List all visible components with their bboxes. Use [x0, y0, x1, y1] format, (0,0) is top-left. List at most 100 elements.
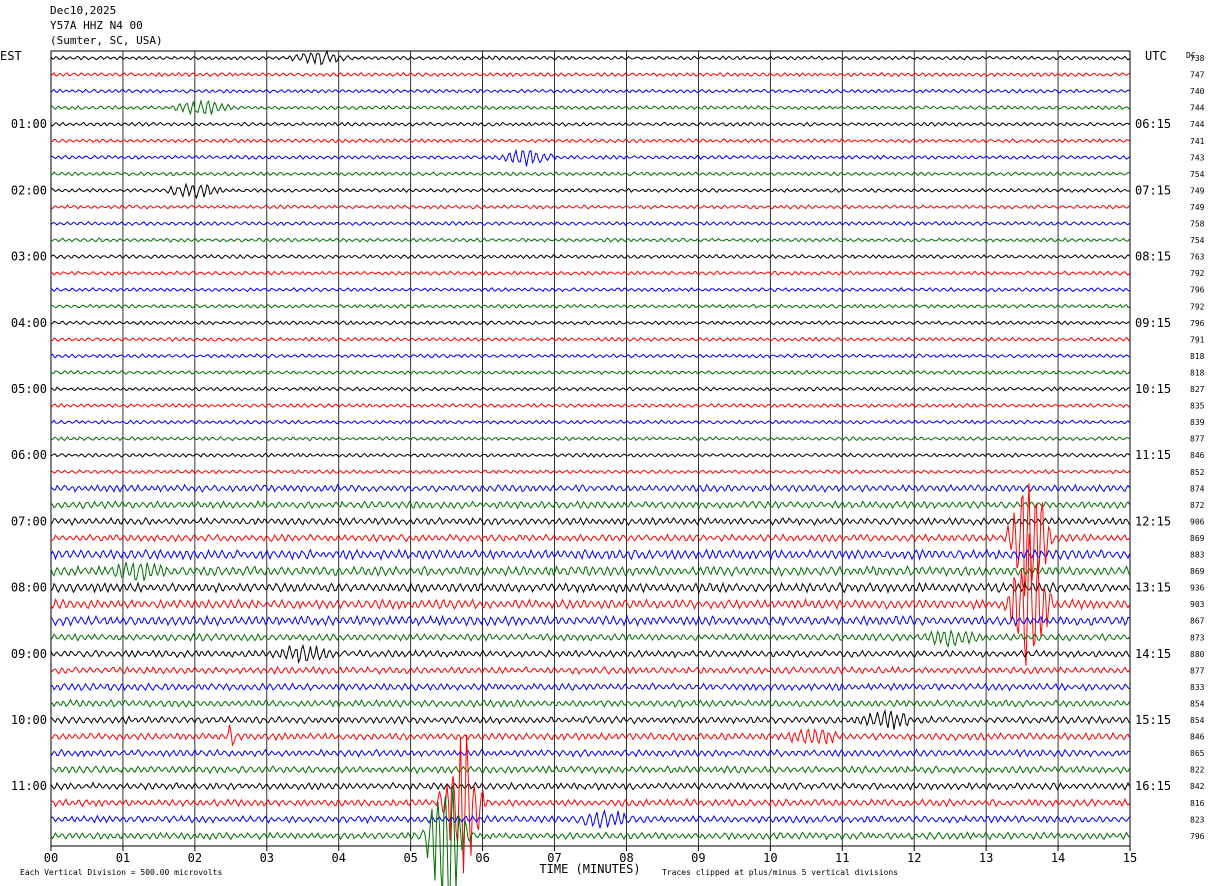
trace-line-1 — [50, 71, 1130, 78]
dc-offset-value: 877 — [1190, 435, 1205, 444]
trace-line-43 — [50, 765, 1130, 775]
trace-line-33 — [50, 533, 1130, 666]
dc-offset-value: 754 — [1190, 170, 1205, 179]
x-axis-title: TIME (MINUTES) — [539, 862, 640, 876]
x-tick-label: 04 — [332, 851, 346, 865]
trace-line-44 — [50, 781, 1130, 791]
trace-line-27 — [50, 500, 1130, 510]
hour-label-est: 03:00 — [11, 250, 47, 264]
trace-line-20 — [50, 386, 1130, 392]
trace-line-19 — [50, 369, 1130, 376]
hour-label-utc: 08:15 — [1135, 250, 1171, 264]
hour-label-est: 05:00 — [11, 382, 47, 396]
dc-offset-value: 867 — [1190, 617, 1205, 626]
dc-offset-value: 833 — [1190, 683, 1205, 692]
dc-offset-value: 740 — [1190, 87, 1205, 96]
trace-line-38 — [50, 682, 1130, 692]
plot-frame — [50, 50, 1131, 847]
dc-offset-value: 816 — [1190, 799, 1205, 808]
x-tick-label: 12 — [907, 851, 921, 865]
trace-line-6 — [50, 148, 1130, 167]
dc-offset-value: 791 — [1190, 335, 1205, 344]
dc-offset-value: 818 — [1190, 352, 1205, 361]
hour-label-utc: 07:15 — [1135, 183, 1171, 197]
dc-offset-value: 818 — [1190, 368, 1205, 377]
dc-offset-value: 743 — [1190, 153, 1205, 162]
dc-offset-value: 792 — [1190, 269, 1205, 278]
trace-line-25 — [50, 469, 1130, 475]
trace-line-39 — [50, 698, 1130, 709]
hour-label-utc: 15:15 — [1135, 713, 1171, 727]
trace-line-2 — [50, 88, 1130, 94]
dc-offset-value: 744 — [1190, 120, 1205, 129]
dc-offset-value: 823 — [1190, 815, 1205, 824]
trace-line-30 — [50, 548, 1130, 562]
dc-offset-value: 754 — [1190, 236, 1205, 245]
dc-offset-value: 880 — [1190, 650, 1205, 659]
x-tick-label: 15 — [1123, 851, 1137, 865]
trace-line-15 — [50, 303, 1130, 309]
hour-label-est: 01:00 — [11, 117, 47, 131]
dc-offset-value: 744 — [1190, 104, 1205, 113]
dc-offset-value: 854 — [1190, 699, 1205, 708]
dc-offset-value: 763 — [1190, 253, 1205, 262]
dc-offset-value: 903 — [1190, 600, 1205, 609]
trace-line-10 — [50, 220, 1130, 227]
trace-line-26 — [50, 483, 1130, 494]
dc-offset-value: 758 — [1190, 220, 1205, 229]
x-tick-label: 05 — [403, 851, 417, 865]
dc-offset-value: 854 — [1190, 716, 1205, 725]
dc-offset-value: 906 — [1190, 517, 1205, 526]
dc-offset-value: 846 — [1190, 451, 1205, 460]
trace-line-14 — [50, 286, 1130, 293]
dc-offset-value: 796 — [1190, 286, 1205, 295]
x-tick-label: 08 — [619, 851, 633, 865]
dc-offset-value: 747 — [1190, 71, 1205, 80]
trace-line-5 — [50, 138, 1130, 144]
trace-line-37 — [50, 665, 1130, 676]
trace-line-42 — [50, 748, 1130, 758]
hour-label-est: 08:00 — [11, 581, 47, 595]
trace-line-7 — [50, 171, 1130, 177]
trace-line-47 — [50, 785, 1130, 886]
header-date: Dec10,2025 — [50, 4, 117, 17]
trace-line-40 — [50, 708, 1130, 730]
clip-note: Traces clipped at plus/minus 5 vertical … — [662, 868, 898, 877]
trace-line-9 — [50, 204, 1130, 210]
hour-label-utc: 16:15 — [1135, 779, 1171, 793]
dc-offset-value: 749 — [1190, 186, 1205, 195]
trace-line-35 — [50, 628, 1130, 649]
dc-offset-value: 749 — [1190, 203, 1205, 212]
trace-line-29 — [50, 483, 1130, 597]
dc-offset-value: 869 — [1190, 567, 1205, 576]
x-tick-label: 10 — [763, 851, 777, 865]
trace-line-16 — [50, 320, 1130, 326]
hour-label-est: 06:00 — [11, 448, 47, 462]
dc-offset-value: 839 — [1190, 418, 1205, 427]
hour-label-est: 07:00 — [11, 514, 47, 528]
x-tick-label: 14 — [1051, 851, 1065, 865]
dc-offset-value: 873 — [1190, 633, 1205, 642]
dc-offset-value: 846 — [1190, 733, 1205, 742]
x-tick-label: 00 — [44, 851, 58, 865]
x-tick-label: 11 — [835, 851, 849, 865]
dc-offset-value: 883 — [1190, 551, 1205, 560]
dc-offset-value: 842 — [1190, 782, 1205, 791]
trace-line-17 — [51, 336, 1130, 343]
right-zone-label: UTC — [1145, 49, 1167, 63]
dc-offset-value: 835 — [1190, 402, 1205, 411]
trace-line-34 — [50, 614, 1130, 628]
trace-line-13 — [50, 270, 1130, 276]
trace-line-45 — [50, 734, 1130, 874]
hour-label-est: 02:00 — [11, 183, 47, 197]
x-tick-label: 01 — [116, 851, 130, 865]
trace-line-12 — [50, 253, 1130, 260]
dc-header: DC — [1186, 51, 1196, 60]
hour-label-utc: 12:15 — [1135, 514, 1171, 528]
scale-note: Each Vertical Division = 500.00 microvol… — [20, 868, 222, 877]
hour-label-est: 10:00 — [11, 713, 47, 727]
left-zone-label: EST — [0, 49, 22, 63]
x-tick-label: 13 — [979, 851, 993, 865]
header-location: (Sumter, SC, USA) — [50, 34, 163, 47]
trace-line-3 — [50, 98, 1130, 116]
